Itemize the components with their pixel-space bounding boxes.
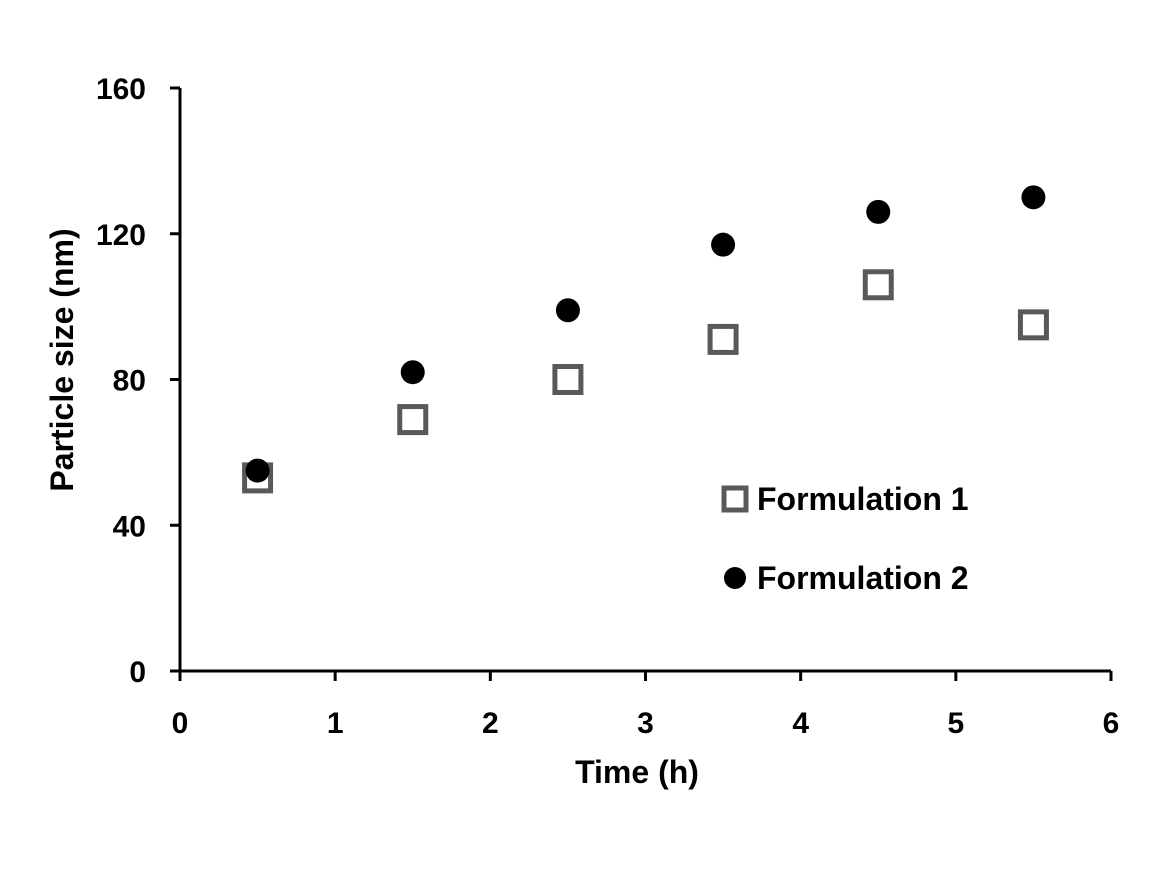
legend-item-formulation-1: Formulation 1 [721,481,969,517]
data-point-circle [711,232,736,257]
legend-label-formulation-2: Formulation 2 [757,560,969,596]
y-ticks: 0 40 80 120 160 [96,73,180,689]
y-tick-label: 0 [129,656,146,689]
axes [178,88,1111,673]
data-point-square [552,364,584,395]
x-tick-label: 5 [947,707,964,740]
legend: Formulation 1 Formulation 2 [721,481,969,596]
y-tick-label: 40 [113,510,146,543]
data-point-circle [866,199,891,224]
y-tick-label: 160 [96,73,146,106]
legend-item-formulation-2: Formulation 2 [724,560,969,596]
x-tick-label: 2 [482,707,499,740]
legend-marker-square [721,485,749,513]
data-point-square [862,269,894,301]
data-point-square [1017,309,1049,341]
legend-marker-circle [724,567,746,589]
data-point-circle [245,458,270,483]
series-2 [245,185,1046,483]
x-axis-title: Time (h) [575,754,699,790]
x-ticks: 0 1 2 3 4 5 6 [172,671,1120,740]
data-point-circle [1021,185,1046,210]
series-1 [242,269,1049,494]
x-tick-label: 6 [1103,707,1120,740]
data-point-square [707,323,739,355]
y-axis-title: Particle size (nm) [44,228,80,491]
x-tick-label: 0 [172,707,189,740]
series-layer [242,185,1049,494]
legend-label-formulation-1: Formulation 1 [757,481,969,517]
y-tick-label: 120 [96,219,146,252]
x-tick-label: 3 [637,707,654,740]
data-point-circle [400,360,425,385]
data-point-circle [555,298,580,323]
data-point-square [397,404,429,436]
y-tick-label: 80 [113,365,146,398]
x-tick-label: 4 [792,707,809,740]
x-tick-label: 1 [327,707,344,740]
